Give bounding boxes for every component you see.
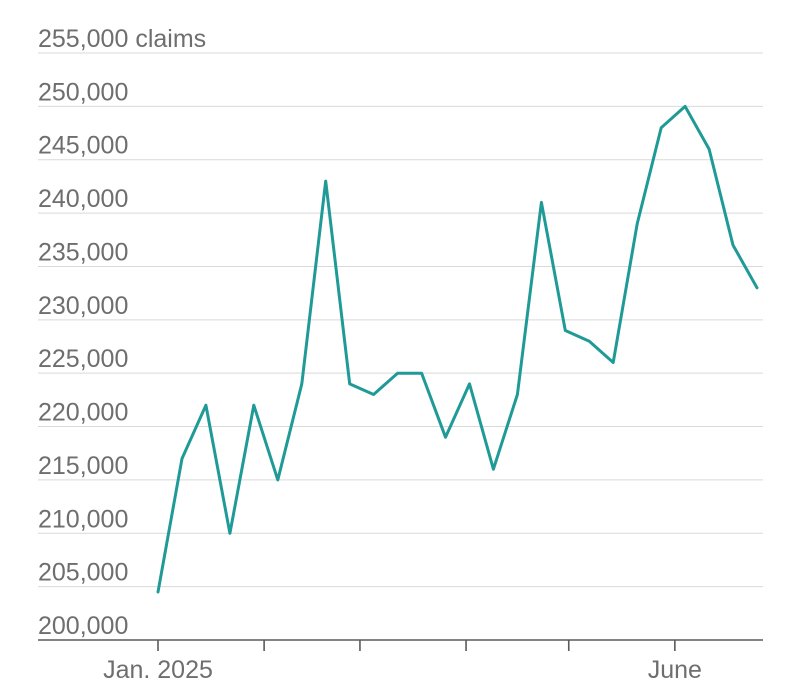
y-tick-label: 250,000: [38, 78, 128, 106]
gridlines: [38, 52, 763, 588]
series: [156, 104, 759, 594]
y-tick-label: 225,000: [38, 345, 128, 373]
y-tick-label: 210,000: [38, 505, 128, 533]
y-axis-tick-labels: 255,000 claims 250,000 245,000 240,000 235,0…: [38, 25, 206, 640]
y-tick-label: 220,000: [38, 399, 128, 427]
y-tick-label: 215,000: [38, 452, 128, 480]
y-tick-label: 240,000: [38, 185, 128, 213]
y-tick-label: 200,000: [38, 612, 128, 640]
x-tick-label: June: [648, 656, 702, 684]
y-tick-label: 205,000: [38, 559, 128, 587]
x-axis-ticks: Jan. 2025 June: [103, 640, 702, 684]
x-tick-label: Jan. 2025: [103, 656, 213, 684]
y-tick-label: 235,000: [38, 238, 128, 266]
y-tick-label: 230,000: [38, 292, 128, 320]
series-line: [156, 104, 759, 594]
y-tick-label: 255,000 claims: [38, 25, 206, 53]
y-tick-label: 245,000: [38, 132, 128, 160]
